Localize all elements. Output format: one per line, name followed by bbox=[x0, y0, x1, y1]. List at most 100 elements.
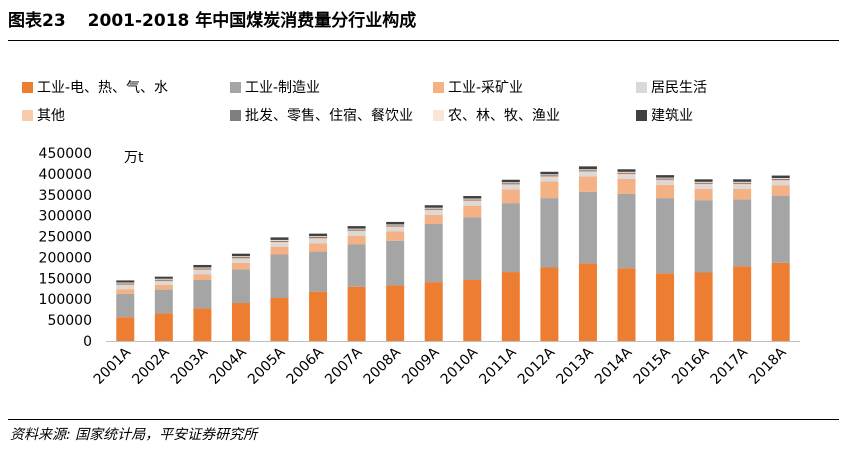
bar-segment bbox=[309, 236, 328, 239]
bar-segment bbox=[424, 282, 443, 341]
bar-segment bbox=[193, 267, 212, 269]
bar-segment bbox=[540, 198, 559, 268]
bar-segment bbox=[694, 200, 713, 273]
bar-segment bbox=[270, 254, 289, 298]
x-tick-label: 2018A bbox=[746, 344, 790, 388]
x-tick-label: 2012A bbox=[515, 344, 559, 388]
bar-segment bbox=[386, 224, 405, 226]
bar-segment bbox=[733, 266, 752, 341]
bar-segment bbox=[193, 280, 212, 309]
legend-swatch bbox=[433, 82, 444, 93]
bar-segment bbox=[463, 196, 482, 199]
bar-segment bbox=[154, 289, 173, 314]
bar-stack bbox=[424, 205, 443, 341]
legend-swatch bbox=[636, 110, 647, 121]
bar-segment bbox=[540, 177, 559, 182]
x-tick-label: 2004A bbox=[206, 344, 250, 388]
bar-stack bbox=[771, 175, 790, 341]
bar-segment bbox=[386, 225, 405, 227]
bar-segment bbox=[617, 268, 636, 341]
x-axis: 2001A2002A2003A2004A2005A2006A2007A2008A… bbox=[91, 341, 800, 388]
bar-segment bbox=[656, 179, 675, 181]
bar-segment bbox=[656, 198, 675, 274]
bar-segment bbox=[617, 178, 636, 194]
bar-segment bbox=[231, 253, 250, 257]
bar-segment bbox=[771, 262, 790, 341]
bar-segment bbox=[116, 293, 135, 318]
bars bbox=[116, 166, 790, 341]
bar-segment bbox=[231, 269, 250, 303]
bar-segment bbox=[347, 230, 366, 232]
bar-segment bbox=[347, 231, 366, 236]
bar-segment bbox=[501, 189, 520, 204]
bar-segment bbox=[540, 267, 559, 341]
x-tick-label: 2003A bbox=[168, 344, 212, 388]
bar-segment bbox=[270, 239, 289, 241]
y-tick-label: 200000 bbox=[39, 250, 92, 266]
bar-segment bbox=[116, 284, 135, 286]
bar-segment bbox=[501, 184, 520, 186]
bar-segment bbox=[386, 231, 405, 241]
x-tick-label: 2006A bbox=[284, 344, 328, 388]
bar-segment bbox=[154, 276, 173, 279]
bar-segment bbox=[771, 180, 790, 182]
legend-label: 其他 bbox=[37, 108, 65, 124]
bar-segment bbox=[231, 259, 250, 263]
bar-segment bbox=[424, 211, 443, 215]
bar-segment bbox=[501, 272, 520, 341]
bar-segment bbox=[617, 172, 636, 174]
bar-segment bbox=[270, 240, 289, 242]
x-tick-label: 2014A bbox=[592, 344, 636, 388]
source-note: 资料来源: 国家统计局，平安证券研究所 bbox=[10, 427, 258, 443]
bar-segment bbox=[540, 181, 559, 199]
x-tick-label: 2011A bbox=[476, 344, 520, 388]
bar-segment bbox=[347, 286, 366, 341]
bar-segment bbox=[656, 273, 675, 341]
bar-segment bbox=[463, 201, 482, 206]
bar-stack bbox=[193, 264, 212, 341]
legend-label: 工业-采矿业 bbox=[448, 80, 523, 96]
bar-segment bbox=[116, 282, 135, 284]
bar-stack bbox=[578, 166, 597, 341]
bar-segment bbox=[617, 193, 636, 269]
bar-segment bbox=[424, 214, 443, 225]
bar-segment bbox=[424, 207, 443, 209]
bar-segment bbox=[154, 313, 173, 341]
bar-segment bbox=[193, 268, 212, 270]
bar-segment bbox=[501, 203, 520, 273]
bar-segment bbox=[694, 272, 713, 341]
bar-segment bbox=[116, 283, 135, 285]
legend-swatch bbox=[230, 110, 241, 121]
x-tick-label: 2009A bbox=[399, 344, 443, 388]
y-tick-label: 250000 bbox=[39, 230, 92, 246]
bar-segment bbox=[578, 172, 597, 177]
figure-title: 图表23 2001-2018 年中国煤炭消费量分行业构成 bbox=[8, 6, 416, 31]
legend-swatch bbox=[22, 110, 33, 121]
bar-segment bbox=[771, 195, 790, 263]
bar-segment bbox=[154, 279, 173, 281]
bar-segment bbox=[540, 176, 559, 178]
bar-segment bbox=[386, 227, 405, 232]
bar-segment bbox=[347, 228, 366, 230]
bar-segment bbox=[694, 188, 713, 201]
legend-swatch bbox=[22, 82, 33, 93]
legend-swatch bbox=[636, 82, 647, 93]
bar-segment bbox=[463, 205, 482, 218]
bar-segment bbox=[386, 221, 405, 225]
bar-segment bbox=[270, 247, 289, 255]
legend-label: 建筑业 bbox=[651, 108, 693, 124]
bar-segment bbox=[193, 264, 212, 268]
bar-segment bbox=[771, 181, 790, 186]
bar-segment bbox=[116, 280, 135, 283]
bar-segment bbox=[424, 224, 443, 283]
bar-segment bbox=[733, 188, 752, 200]
bar-segment bbox=[656, 184, 675, 199]
x-tick-label: 2015A bbox=[631, 344, 675, 388]
bar-segment bbox=[231, 262, 250, 270]
bar-segment bbox=[347, 235, 366, 245]
bar-segment bbox=[463, 217, 482, 281]
bar-segment bbox=[656, 177, 675, 179]
x-tick-label: 2005A bbox=[245, 344, 289, 388]
y-tick-label: 400000 bbox=[39, 167, 92, 183]
figure-title-text: 2001-2018 年中国煤炭消费量分行业构成 bbox=[87, 11, 417, 31]
